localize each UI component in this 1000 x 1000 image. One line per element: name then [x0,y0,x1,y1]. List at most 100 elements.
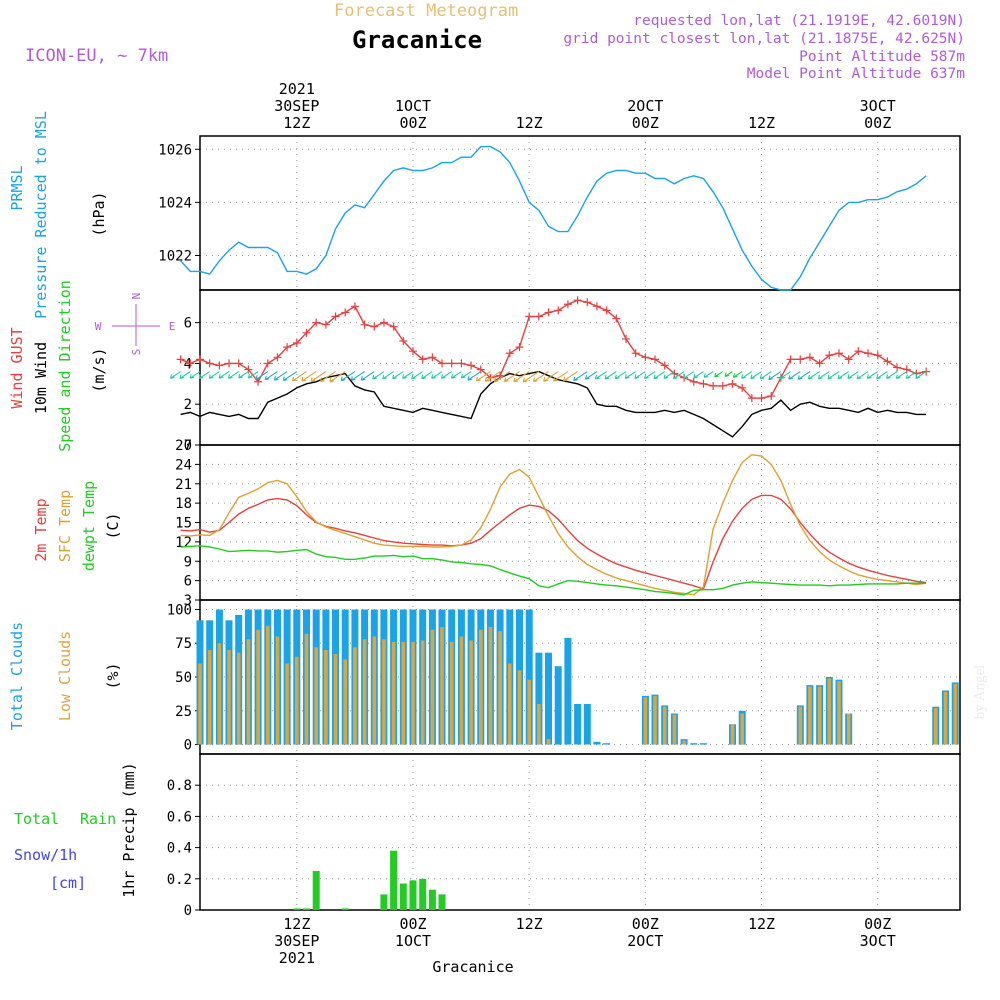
rain-bar [409,880,417,910]
time-label-bottom: 12Z [516,915,543,933]
low-cloud-bar [391,641,396,745]
gust-marker [428,353,437,362]
rain-bar [419,878,427,910]
low-cloud-bar [546,739,551,745]
time-label-top: 12Z [748,114,775,132]
wind-arrow [866,371,879,380]
low-cloud-bar [953,683,957,745]
wind-arrow [291,371,307,382]
low-cloud-bar [808,686,812,745]
wind-arrow [273,371,288,381]
gust-marker [718,381,727,390]
gust-marker [331,312,340,321]
low-cloud-bar [798,706,803,745]
wind-arrow [208,371,220,379]
y-tick-label: 0 [184,438,192,454]
precip-axis-label: 1hr Precip (mm) [120,762,138,897]
low-cloud-bar [498,631,502,745]
gust-marker [621,334,630,343]
low-cloud-bar [236,652,241,745]
total-cloud-bar [554,666,562,745]
low-cloud-bar [411,641,415,745]
bottom-location: Gracanice [432,958,513,976]
wind-arrow [238,371,249,379]
wind-arrow [372,371,385,380]
gust-marker [225,359,234,368]
rain-bar [438,894,446,910]
gust-marker [554,306,563,315]
rain-bar [312,871,320,910]
time-label-bottom: 00Z [399,915,426,933]
y-tick-label: 18 [175,496,192,512]
rain-bar [390,850,398,910]
wind-arrow [179,371,191,380]
requested-coords: requested lon,lat (21.1919E, 42.6019N) [633,13,965,29]
total-cloud-bar [583,704,591,745]
rain-bar [303,908,310,910]
gust-label: Wind GUST [8,327,26,408]
gust-marker [418,355,427,364]
time-label-bottom: 1OCT [395,932,431,950]
gust-marker [360,320,369,329]
wind-arrow [475,371,491,382]
wind-arrow [198,371,210,380]
low-cloud-bar [295,656,299,745]
gust-marker [767,392,776,401]
gust-marker [196,355,204,364]
total-cloud-bar [593,741,601,745]
precip-total-label: Total [14,810,59,828]
total-cloud-bar [535,652,543,745]
gust-marker [399,336,408,345]
low-cloud-bar [517,670,522,745]
low-cloud-bar [479,629,483,745]
time-label-bottom: 3OCT [860,932,896,950]
y-tick-label: 0.4 [167,841,192,857]
gust-marker [350,302,359,311]
gust-marker [825,351,834,360]
gust-marker [834,349,843,358]
y-tick-label: 21 [175,477,192,493]
wind-arrow [218,371,230,379]
gust-marker [215,361,224,370]
low-cloud-bar [198,663,202,745]
wind-arrow [392,371,404,380]
low-cloud-bar [362,639,367,745]
wind-arrow [724,371,733,378]
clouds-unit: (%) [104,662,122,689]
low-cloud-bar [740,713,744,745]
gust-marker [186,359,195,368]
wind-arrow [683,371,695,379]
temp-unit: (C) [104,512,122,539]
gust-marker [302,328,311,337]
low-cloud-bar [662,706,667,745]
time-label-top: 00Z [399,114,426,132]
wind-arrow [634,371,646,380]
wind-arrow [189,371,201,379]
wind-arrow [604,371,617,380]
time-label-top: 00Z [864,114,891,132]
wind-arrow [493,371,511,383]
panel-frame [199,289,961,446]
rain-bar [399,883,407,910]
low-cloud-bar [246,639,251,745]
wind-arrow [759,371,772,380]
low-cloud-bar [256,629,260,745]
low-cloud-bar [420,640,425,745]
gust-marker [854,347,863,356]
wind-arrow [750,371,762,380]
wind-arrow [255,371,269,380]
pressure-label-2: Pressure Reduced to MSL [32,111,50,319]
time-label-top: 2021 [279,80,315,98]
product-title: Forecast Meteogram [334,1,518,21]
y-tick-label: 9 [184,554,192,570]
time-label-bottom: 12Z [748,915,775,933]
gust-marker [796,355,805,364]
total-cloud-bar [574,704,582,745]
point-altitude: Point Altitude 587m [799,49,965,65]
time-label-top: 12Z [516,114,543,132]
wind-arrow [402,371,414,380]
compass-n: N [130,293,143,300]
wind-arrow [807,371,820,380]
wind-arrow [522,371,540,383]
